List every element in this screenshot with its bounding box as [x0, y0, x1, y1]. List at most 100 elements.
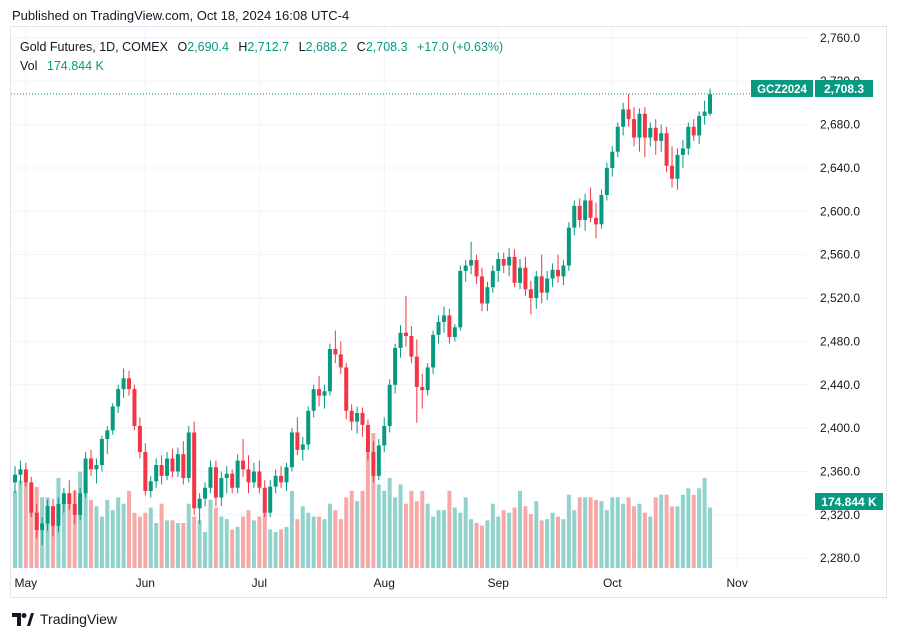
candle[interactable] — [306, 406, 311, 450]
candle[interactable] — [29, 476, 34, 518]
candle[interactable] — [154, 458, 159, 488]
candle[interactable] — [382, 417, 387, 452]
candle[interactable] — [34, 504, 39, 539]
candle[interactable] — [72, 489, 77, 524]
candle[interactable] — [604, 162, 609, 201]
candle[interactable] — [67, 480, 72, 510]
candle[interactable] — [599, 189, 604, 229]
candle[interactable] — [398, 325, 403, 358]
candle[interactable] — [322, 384, 327, 409]
candle[interactable] — [501, 252, 506, 274]
candle[interactable] — [610, 146, 615, 177]
candle[interactable] — [235, 454, 240, 494]
candle[interactable] — [539, 254, 544, 304]
candle[interactable] — [365, 419, 370, 461]
candle[interactable] — [203, 482, 208, 507]
candle[interactable] — [127, 370, 132, 396]
candle[interactable] — [181, 441, 186, 485]
candle[interactable] — [653, 119, 658, 155]
candle[interactable] — [691, 119, 696, 141]
candle[interactable] — [137, 417, 142, 459]
candle[interactable] — [333, 330, 338, 364]
candle[interactable] — [105, 425, 110, 455]
candle[interactable] — [78, 487, 83, 521]
candle[interactable] — [626, 94, 631, 127]
candle[interactable] — [632, 107, 637, 147]
candle[interactable] — [425, 363, 430, 396]
candle[interactable] — [664, 126, 669, 173]
candle[interactable] — [251, 462, 256, 488]
candle[interactable] — [116, 384, 121, 413]
candle[interactable] — [702, 100, 707, 125]
candle[interactable] — [45, 499, 50, 532]
candle[interactable] — [268, 480, 273, 518]
candle[interactable] — [273, 469, 278, 494]
candle[interactable] — [441, 306, 446, 333]
candle[interactable] — [349, 404, 354, 431]
candle[interactable] — [637, 108, 642, 152]
candle[interactable] — [528, 280, 533, 315]
candle[interactable] — [556, 254, 560, 283]
candle[interactable] — [517, 259, 522, 290]
candle[interactable] — [621, 102, 626, 136]
candle[interactable] — [452, 324, 457, 342]
candle[interactable] — [289, 428, 294, 472]
symbol-name[interactable]: Gold Futures, 1D, COMEX — [20, 40, 168, 54]
candle[interactable] — [327, 343, 332, 396]
candle[interactable] — [262, 480, 267, 518]
candle[interactable] — [642, 107, 647, 158]
candle[interactable] — [170, 448, 175, 477]
candle[interactable] — [414, 339, 419, 423]
candle[interactable] — [121, 368, 126, 398]
candle[interactable] — [376, 438, 381, 481]
candle[interactable] — [197, 493, 202, 524]
candle[interactable] — [241, 438, 246, 477]
candle[interactable] — [56, 497, 61, 533]
candle[interactable] — [40, 517, 45, 546]
candle[interactable] — [496, 252, 501, 282]
candle[interactable] — [344, 363, 349, 420]
candle[interactable] — [51, 498, 56, 537]
candle[interactable] — [317, 376, 322, 407]
candle[interactable] — [659, 124, 664, 152]
candle[interactable] — [186, 425, 191, 483]
candle[interactable] — [23, 462, 28, 487]
candle[interactable] — [279, 466, 284, 488]
candle[interactable] — [447, 308, 452, 344]
candle[interactable] — [583, 193, 588, 231]
candle[interactable] — [469, 241, 474, 275]
candle[interactable] — [485, 281, 490, 312]
candle[interactable] — [588, 187, 593, 223]
candle[interactable] — [165, 451, 170, 481]
candle[interactable] — [431, 330, 436, 374]
candle[interactable] — [192, 421, 197, 515]
candle[interactable] — [99, 435, 104, 472]
candle[interactable] — [148, 475, 153, 498]
candle[interactable] — [257, 460, 262, 494]
candle[interactable] — [284, 462, 289, 492]
candle[interactable] — [371, 441, 376, 483]
candle[interactable] — [94, 458, 99, 484]
candle[interactable] — [675, 148, 680, 190]
candle[interactable] — [436, 315, 441, 344]
candle[interactable] — [393, 343, 398, 394]
candle[interactable] — [572, 200, 577, 236]
candle[interactable] — [708, 88, 713, 116]
candle[interactable] — [680, 139, 685, 168]
candle[interactable] — [213, 460, 218, 507]
candle[interactable] — [615, 122, 620, 158]
candle[interactable] — [561, 260, 566, 286]
candle[interactable] — [507, 248, 512, 277]
candle[interactable] — [61, 487, 66, 513]
candle[interactable] — [230, 469, 235, 494]
candle[interactable] — [246, 455, 251, 494]
candle[interactable] — [697, 111, 702, 145]
candle[interactable] — [670, 146, 675, 188]
tradingview-footer[interactable]: TradingView — [12, 611, 117, 627]
candle[interactable] — [474, 254, 479, 284]
candle[interactable] — [224, 466, 229, 494]
candle[interactable] — [208, 460, 213, 494]
candle[interactable] — [143, 443, 148, 496]
candle[interactable] — [300, 436, 305, 461]
